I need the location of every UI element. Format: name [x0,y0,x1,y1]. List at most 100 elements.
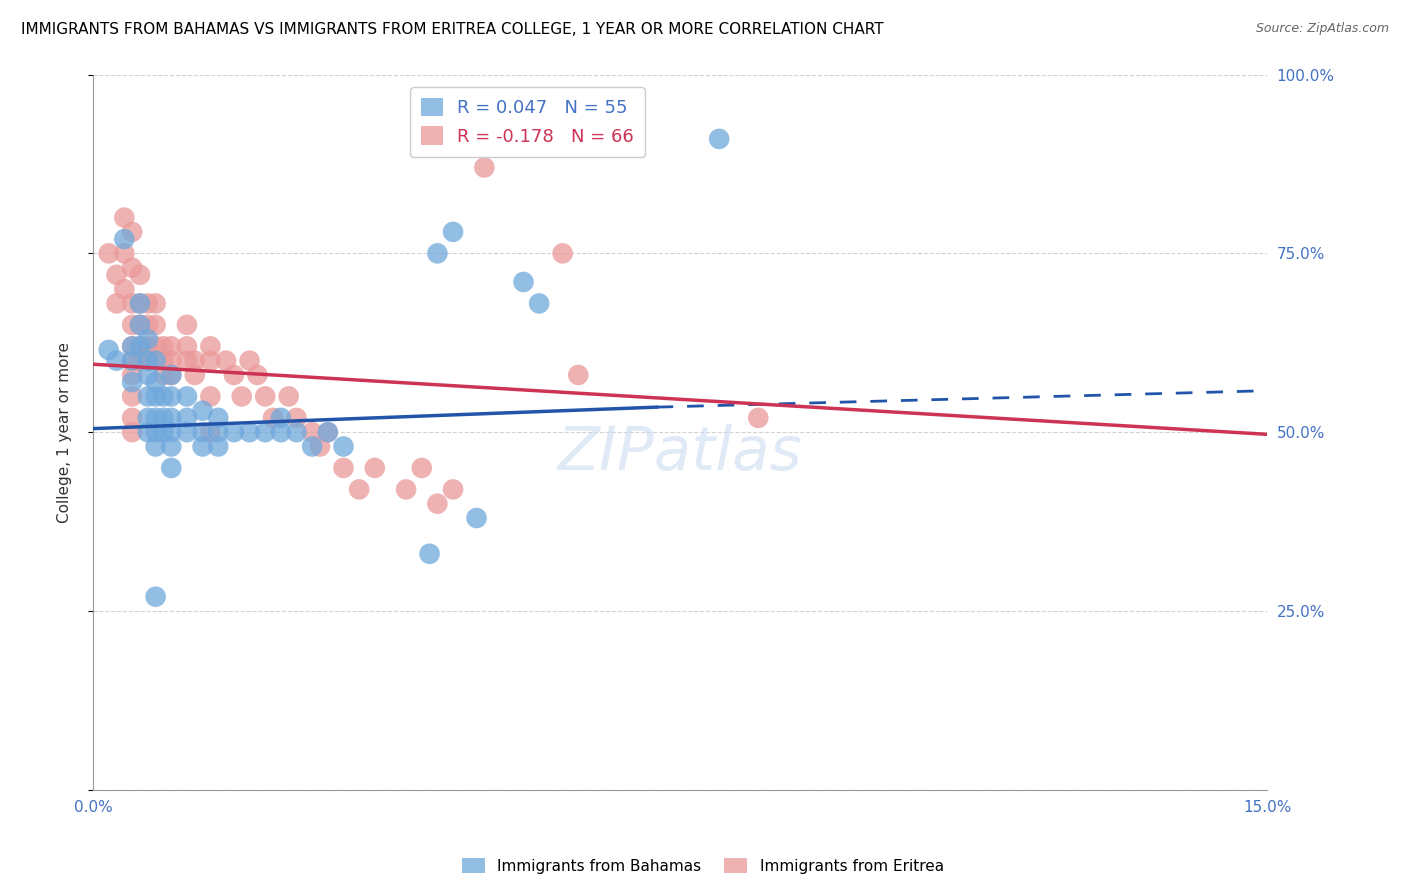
Point [145,590,167,604]
Point [176,318,198,332]
Point [145,353,167,368]
Point [112,211,135,225]
Point [145,375,167,389]
Point [129,296,152,310]
Point [145,318,167,332]
Point [441,225,464,239]
Point [129,318,152,332]
Point [426,246,449,260]
Point [176,353,198,368]
Point [747,410,769,425]
Point [411,461,433,475]
Point [176,410,198,425]
Point [136,353,159,368]
Point [105,268,128,282]
Point [465,511,488,525]
Point [160,353,183,368]
Point [145,425,167,440]
Point [121,225,143,239]
Text: IMMIGRANTS FROM BAHAMAS VS IMMIGRANTS FROM ERITREA COLLEGE, 1 YEAR OR MORE CORRE: IMMIGRANTS FROM BAHAMAS VS IMMIGRANTS FR… [21,22,884,37]
Point [184,353,207,368]
Point [419,547,441,561]
Point [254,389,277,403]
Point [121,318,143,332]
Point [472,161,495,175]
Point [270,425,292,440]
Point [160,425,183,440]
Point [231,389,253,403]
Point [160,440,183,454]
Point [347,483,370,497]
Point [121,296,143,310]
Point [527,296,550,310]
Point [152,425,174,440]
Point [160,389,183,403]
Point [160,339,183,353]
Point [97,246,120,260]
Point [215,353,238,368]
Point [121,375,143,389]
Point [97,343,120,357]
Point [207,425,229,440]
Point [160,368,183,382]
Point [551,246,574,260]
Point [238,425,260,440]
Point [262,410,284,425]
Point [129,353,152,368]
Point [129,296,152,310]
Y-axis label: College, 1 year or more: College, 1 year or more [58,342,72,523]
Point [152,389,174,403]
Point [121,260,143,275]
Point [145,389,167,403]
Point [426,497,449,511]
Point [112,246,135,260]
Point [152,368,174,382]
Point [121,353,143,368]
Point [200,339,222,353]
Point [707,132,730,146]
Point [152,339,174,353]
Point [136,332,159,346]
Point [254,425,277,440]
Point [136,368,159,382]
Point [200,425,222,440]
Point [121,339,143,353]
Point [191,440,214,454]
Point [285,425,308,440]
Point [270,410,292,425]
Point [136,410,159,425]
Point [136,296,159,310]
Point [200,389,222,403]
Legend: R = 0.047   N = 55, R = -0.178   N = 66: R = 0.047 N = 55, R = -0.178 N = 66 [411,87,645,156]
Point [316,425,339,440]
Point [395,483,418,497]
Text: ZIPatlas: ZIPatlas [558,424,803,483]
Point [176,425,198,440]
Point [176,339,198,353]
Point [512,275,534,289]
Legend: Immigrants from Bahamas, Immigrants from Eritrea: Immigrants from Bahamas, Immigrants from… [456,852,950,880]
Point [222,425,245,440]
Point [309,440,332,454]
Point [136,339,159,353]
Point [152,353,174,368]
Point [191,403,214,417]
Point [191,425,214,440]
Point [121,425,143,440]
Point [136,353,159,368]
Point [301,425,323,440]
Point [207,440,229,454]
Point [238,353,260,368]
Point [441,483,464,497]
Point [145,339,167,353]
Point [332,461,354,475]
Point [160,410,183,425]
Point [136,389,159,403]
Point [105,353,128,368]
Point [301,440,323,454]
Point [152,410,174,425]
Point [112,282,135,296]
Point [121,410,143,425]
Point [316,425,339,440]
Point [222,368,245,382]
